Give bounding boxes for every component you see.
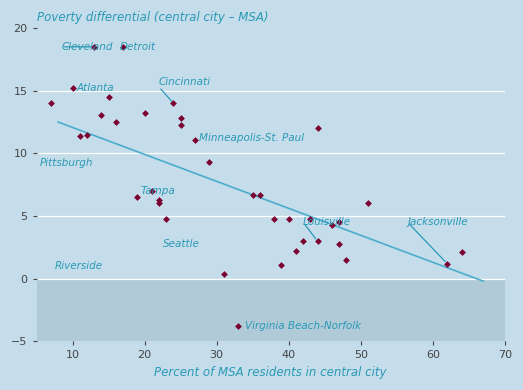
Point	[292, 248, 300, 254]
Point	[83, 131, 91, 138]
Text: Poverty differential (central city – MSA): Poverty differential (central city – MSA…	[37, 11, 268, 24]
Point	[119, 44, 127, 50]
Point	[270, 215, 278, 222]
Point	[364, 200, 372, 207]
Point	[105, 94, 113, 100]
X-axis label: Percent of MSA residents in central city: Percent of MSA residents in central city	[154, 366, 387, 379]
Text: Pittsburgh: Pittsburgh	[40, 158, 94, 168]
Point	[342, 257, 350, 263]
Point	[176, 121, 185, 128]
Point	[47, 100, 55, 106]
Text: Virginia Beach-Norfolk: Virginia Beach-Norfolk	[245, 321, 361, 331]
Point	[313, 125, 322, 131]
Point	[443, 261, 451, 267]
Point	[306, 215, 314, 222]
Point	[205, 159, 213, 165]
Point	[69, 85, 77, 91]
Point	[97, 112, 106, 118]
Text: Riverside: Riverside	[54, 261, 103, 271]
Point	[176, 115, 185, 121]
Point	[299, 238, 308, 244]
Point	[140, 110, 149, 116]
Point	[111, 119, 120, 125]
Text: Louisville: Louisville	[303, 217, 351, 227]
Text: Atlanta: Atlanta	[76, 83, 114, 93]
Point	[335, 241, 343, 247]
Text: Detroit: Detroit	[119, 42, 155, 52]
Point	[220, 271, 228, 277]
Point	[147, 188, 156, 194]
Point	[155, 200, 163, 207]
Point	[133, 194, 142, 200]
Point	[277, 262, 286, 268]
Text: Jacksonville: Jacksonville	[407, 217, 468, 227]
Text: Cleveland: Cleveland	[62, 42, 113, 52]
Point	[458, 249, 466, 255]
Point	[169, 100, 178, 106]
Point	[162, 215, 170, 222]
Text: Tampa: Tampa	[141, 186, 176, 196]
Point	[90, 44, 98, 50]
Point	[191, 136, 199, 143]
Point	[285, 215, 293, 222]
Text: Seattle: Seattle	[163, 239, 199, 248]
Text: Cincinnati: Cincinnati	[159, 77, 211, 87]
Text: Minneapolis-St. Paul: Minneapolis-St. Paul	[199, 133, 304, 143]
Point	[248, 191, 257, 198]
Point	[313, 238, 322, 244]
Point	[328, 222, 336, 228]
Point	[256, 191, 264, 198]
Point	[234, 323, 243, 330]
Bar	[37, 279, 505, 341]
Point	[155, 197, 163, 203]
Point	[75, 133, 84, 139]
Point	[335, 219, 343, 225]
